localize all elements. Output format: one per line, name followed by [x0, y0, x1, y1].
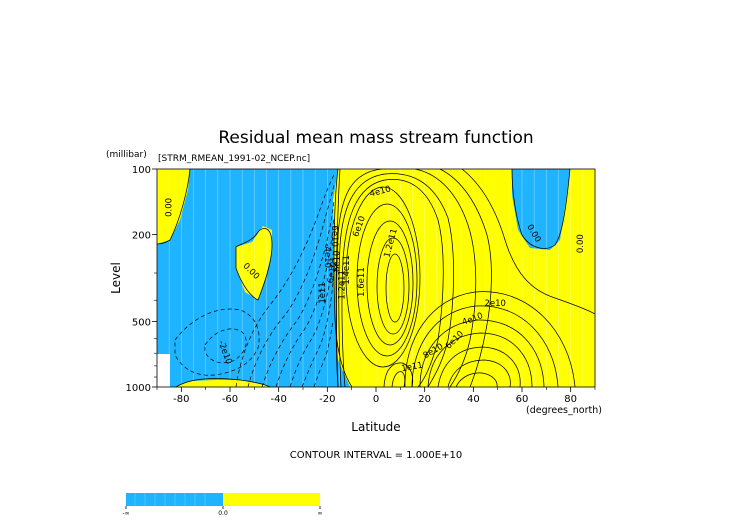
- x-tick-label: -20: [319, 394, 335, 405]
- contour-label: 0.00: [576, 234, 586, 253]
- contour-label: 1.6e11: [357, 267, 367, 297]
- legend-negative-swatch: [126, 493, 223, 506]
- grid-lines: [157, 169, 595, 387]
- x-tick-label: 80: [564, 394, 577, 405]
- x-tick-label: 40: [467, 394, 480, 405]
- x-tick-label: 20: [418, 394, 431, 405]
- negative-fill-north: [512, 169, 570, 250]
- y-axis-label: Level: [109, 262, 123, 294]
- legend-positive-swatch: [223, 493, 320, 506]
- missing-data: [157, 354, 170, 387]
- contour-label: -4e10: [322, 243, 332, 268]
- contour-label: 1e11: [401, 361, 424, 375]
- color-legend: -∞ 0.0 ∞: [122, 493, 323, 517]
- legend-label-zero: 0.0: [218, 510, 228, 517]
- y-tick-label: 100: [132, 165, 151, 176]
- chart-title: Residual mean mass stream function: [218, 128, 533, 148]
- x-tick-label: 60: [516, 394, 529, 405]
- negative-contours: [174, 174, 335, 387]
- y-axis: 100 200 500 1000: [126, 165, 157, 394]
- positive-contours: [157, 169, 595, 387]
- plot-area: [157, 169, 595, 387]
- contour-label: 6e10: [326, 261, 340, 284]
- contour-label: 1e11: [318, 282, 328, 303]
- legend-label-min: -∞: [122, 510, 129, 517]
- x-axis: -80 -60 -40 -20 0 20 40 60 80: [156, 387, 596, 405]
- contour-label: 8e10: [333, 251, 343, 272]
- contour-label: -6e10: [329, 222, 339, 247]
- x-axis-label: Latitude: [351, 420, 400, 434]
- x-tick-label: -80: [173, 394, 189, 405]
- x-tick-label: 0: [373, 394, 379, 405]
- contour-label: 0.00: [165, 198, 175, 217]
- y-tick-label: 200: [132, 231, 151, 242]
- contour-label: 2e10: [484, 299, 505, 309]
- contour-interval-text: CONTOUR INTERVAL = 1.000E+10: [290, 450, 462, 461]
- contour-label: 1.2e11: [337, 270, 347, 300]
- positive-blob-mid: [236, 226, 272, 300]
- contour-label: 1.4e11: [342, 255, 352, 285]
- positive-streak-bottom: [176, 380, 270, 387]
- x-units-label: (degrees_north): [526, 405, 602, 416]
- x-tick-label: -60: [222, 394, 238, 405]
- y-tick-label: 1000: [126, 383, 151, 394]
- chart-subtitle: [STRM_RMEAN_1991-02_NCEP.nc]: [158, 154, 310, 164]
- x-tick-label: -40: [270, 394, 286, 405]
- y-units-label: (millibar): [106, 150, 147, 160]
- positive-blob-south: [157, 169, 190, 244]
- legend-label-max: ∞: [318, 510, 323, 517]
- y-tick-label: 500: [132, 317, 151, 328]
- equatorial-minor-contours: [383, 362, 414, 387]
